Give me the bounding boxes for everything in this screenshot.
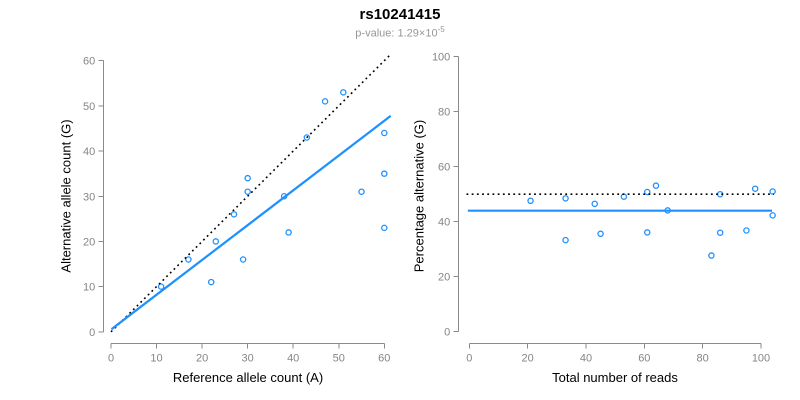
y-tick-label: 50 xyxy=(83,101,95,113)
data-point xyxy=(597,230,604,238)
data-point xyxy=(207,278,215,286)
y-tick-label: 40 xyxy=(438,217,450,229)
y-tick-label: 60 xyxy=(83,56,95,68)
pvalue-text: p-value: 1.29×10 xyxy=(355,27,438,40)
y-tick-label: 0 xyxy=(89,327,95,339)
y-tick-label: 10 xyxy=(83,282,95,294)
y-tick-label: 20 xyxy=(83,236,95,248)
data-point xyxy=(244,188,251,195)
data-point xyxy=(652,182,660,189)
data-point xyxy=(562,236,569,244)
data-point xyxy=(562,195,569,202)
y-tick-label: 0 xyxy=(444,327,450,339)
x-tick-label: 0 xyxy=(108,352,114,364)
x-tick-label: 10 xyxy=(150,352,162,364)
data-point xyxy=(708,252,715,259)
x-tick-label: 30 xyxy=(242,352,254,364)
y-tick-label: 60 xyxy=(438,162,450,174)
x-tick-label: 20 xyxy=(196,352,208,364)
data-point xyxy=(716,229,724,236)
data-point xyxy=(751,185,759,192)
data-point xyxy=(340,89,347,96)
data-point xyxy=(239,256,247,263)
data-point xyxy=(212,238,220,245)
left-yaxis-title: Alternative allele count (G) xyxy=(58,119,74,273)
x-tick-label: 100 xyxy=(752,352,770,364)
right-xaxis-title: Total number of reads xyxy=(552,370,678,385)
data-point xyxy=(643,188,651,196)
data-point xyxy=(743,227,750,234)
data-point xyxy=(769,188,776,195)
data-point xyxy=(244,174,251,182)
y-tick-label: 20 xyxy=(438,272,450,284)
identity-dotted-line xyxy=(110,53,392,333)
data-point xyxy=(381,170,388,177)
regression-line xyxy=(110,115,392,331)
x-tick-label: 40 xyxy=(580,352,592,364)
pvalue-exponent: -5 xyxy=(437,25,445,34)
x-tick-label: 50 xyxy=(333,352,345,364)
data-point xyxy=(643,229,651,236)
data-point xyxy=(381,224,388,232)
data-point xyxy=(321,98,329,105)
data-point xyxy=(303,134,311,141)
x-tick-label: 80 xyxy=(697,352,709,364)
right-yaxis-title: Percentage alternative (G) xyxy=(411,119,427,273)
data-point xyxy=(230,211,238,218)
data-point xyxy=(381,129,388,137)
y-tick-label: 30 xyxy=(83,191,95,203)
data-point xyxy=(591,200,598,208)
figure-subtitle: p-value: 1.29×10-5 xyxy=(0,25,800,40)
data-point xyxy=(285,229,292,236)
x-tick-label: 40 xyxy=(287,352,299,364)
data-point xyxy=(157,283,165,290)
y-tick-label: 100 xyxy=(432,52,450,64)
data-point xyxy=(185,256,192,263)
x-tick-label: 60 xyxy=(378,352,390,364)
y-tick-label: 80 xyxy=(438,107,450,119)
y-tick-label: 40 xyxy=(83,146,95,158)
x-tick-label: 60 xyxy=(638,352,650,364)
data-point xyxy=(527,197,534,205)
x-tick-label: 0 xyxy=(466,352,472,364)
figure-title: rs10241415 xyxy=(359,6,441,23)
x-tick-label: 20 xyxy=(522,352,534,364)
data-point xyxy=(358,188,365,195)
data-point xyxy=(769,212,776,219)
left-xaxis-title: Reference allele count (A) xyxy=(172,370,324,385)
